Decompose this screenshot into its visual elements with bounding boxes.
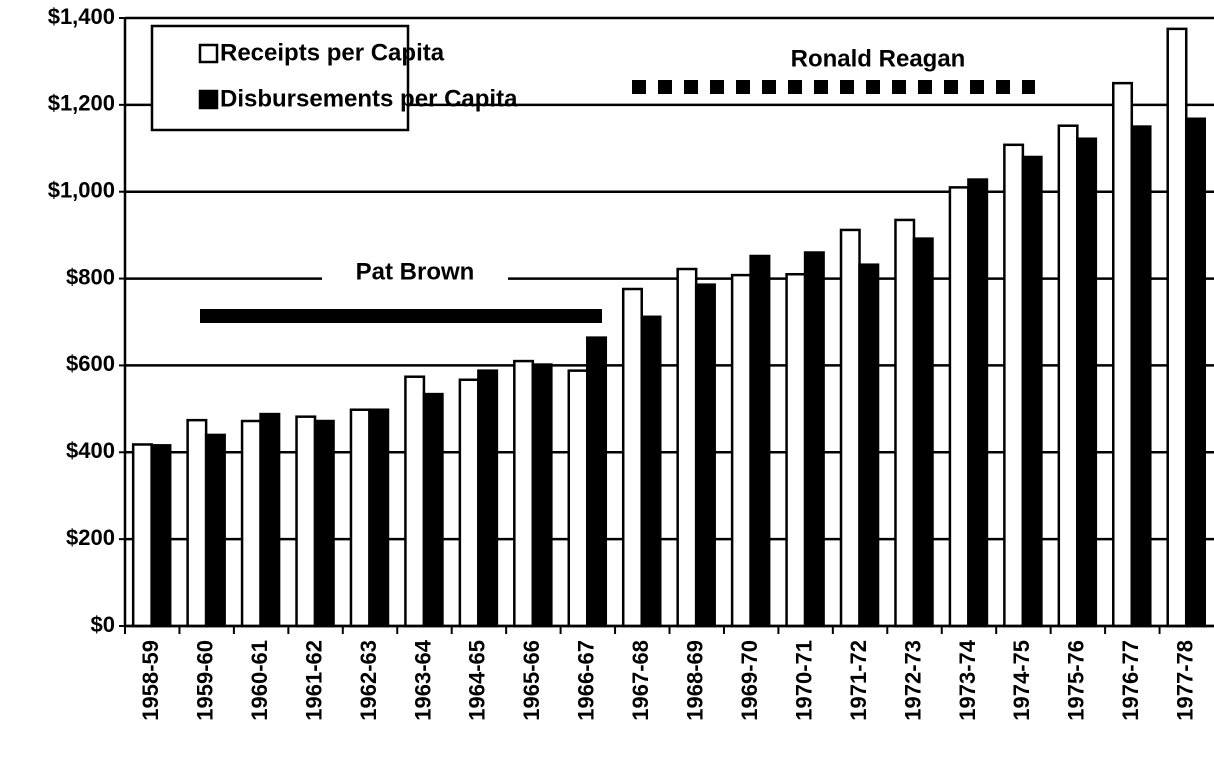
bar: [531, 363, 553, 628]
bar: [404, 375, 426, 628]
x-tick-label: 1958-59: [138, 640, 163, 721]
x-tick-label: 1972-73: [900, 640, 925, 721]
bar: [858, 263, 880, 628]
x-tick-label: 1976-77: [1118, 640, 1143, 721]
bar: [640, 315, 662, 628]
x-tick-label: 1970-71: [791, 640, 816, 721]
bar: [131, 443, 153, 628]
bar: [749, 254, 771, 628]
bar: [839, 228, 861, 628]
bar: [313, 419, 335, 628]
x-tick-label: 1975-76: [1064, 640, 1089, 721]
x-tick-label: 1964-65: [465, 640, 490, 721]
x-tick-label: 1977-78: [1173, 640, 1198, 721]
legend-label: Disbursements per Capita: [220, 85, 518, 112]
x-tick-label: 1962-63: [356, 640, 381, 721]
legend-label: Receipts per Capita: [220, 39, 445, 66]
x-tick-label: 1967-68: [628, 640, 653, 721]
bar: [1076, 137, 1098, 628]
bar: [621, 287, 643, 628]
x-tick-label: 1969-70: [737, 640, 762, 721]
bar: [894, 218, 916, 628]
legend-swatch: [198, 89, 219, 110]
legend-swatch: [198, 43, 219, 64]
bar: [912, 237, 934, 628]
bar: [295, 415, 317, 628]
x-tick-label: 1960-61: [247, 640, 272, 721]
bar: [1130, 125, 1152, 628]
y-tick-label: $1,000: [48, 178, 115, 203]
bar: [1166, 27, 1188, 628]
bar: [1057, 124, 1079, 628]
bar: [1112, 81, 1134, 628]
bar: [967, 178, 989, 628]
y-tick-label: $1,400: [48, 4, 115, 29]
bar: [186, 418, 208, 628]
x-tick-label: 1963-64: [410, 639, 435, 721]
bar: [785, 272, 807, 628]
bar: [948, 186, 970, 628]
bar: [730, 273, 752, 628]
x-tick-label: 1973-74: [955, 639, 980, 721]
bar: [803, 251, 825, 628]
bar: [694, 283, 716, 628]
bar: [1003, 143, 1025, 628]
y-tick-label: $800: [66, 264, 115, 289]
bar: [477, 369, 499, 628]
y-tick-label: $1,200: [48, 91, 115, 116]
x-tick-label: 1974-75: [1009, 640, 1034, 721]
bar: [240, 419, 262, 628]
bar: [586, 336, 608, 628]
annotation: Ronald Reagan: [791, 45, 966, 72]
bar: [676, 267, 698, 628]
y-tick-label: $200: [66, 525, 115, 550]
y-tick-label: $400: [66, 438, 115, 463]
bar: [567, 369, 589, 628]
x-tick-label: 1971-72: [846, 640, 871, 721]
bar: [458, 378, 480, 628]
x-tick-label: 1966-67: [574, 640, 599, 721]
bar: [349, 408, 371, 628]
annotation: Pat Brown: [356, 258, 475, 285]
x-tick-label: 1961-62: [301, 640, 326, 721]
annotation-bg: [322, 258, 508, 290]
legend-box: [150, 24, 410, 132]
bar: [150, 444, 172, 628]
y-tick-label: $600: [66, 351, 115, 376]
x-tick-label: 1968-69: [683, 640, 708, 721]
bar: [513, 359, 535, 628]
y-tick-label: $0: [91, 612, 115, 637]
bar: [422, 392, 444, 628]
x-tick-label: 1959-60: [192, 640, 217, 721]
bar: [204, 433, 226, 628]
bar: [1021, 155, 1043, 628]
bar: [259, 412, 281, 628]
bar: [1184, 117, 1206, 628]
bar: [368, 408, 390, 628]
x-tick-label: 1965-66: [519, 640, 544, 721]
